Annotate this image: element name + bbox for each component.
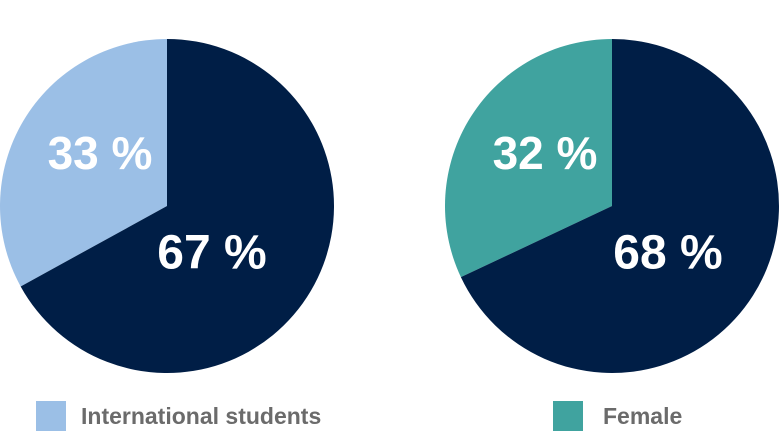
legend-label-international-students: International students — [81, 403, 321, 429]
pie-chart-female: 32 % 68 % — [444, 38, 779, 373]
legend-label-female: Female — [603, 403, 682, 429]
legend-female: Female — [553, 401, 682, 431]
legend-swatch-female — [553, 401, 583, 431]
slice-label-international-students: 33 % — [48, 127, 153, 179]
legend-international-students: International students — [36, 401, 321, 431]
slice-label-female: 32 % — [493, 127, 598, 179]
pie-slice-international-students[interactable] — [0, 39, 168, 287]
pie-chart-international-students: 33 % 67 % — [0, 39, 335, 373]
legend-swatch-international-students — [36, 401, 66, 431]
slice-label-other: 68 % — [613, 227, 722, 280]
pie-slice-other[interactable] — [460, 39, 779, 373]
pie-slice-female[interactable] — [444, 38, 612, 278]
slice-label-other: 67 % — [157, 227, 266, 280]
pie-slice-other[interactable] — [20, 39, 335, 373]
